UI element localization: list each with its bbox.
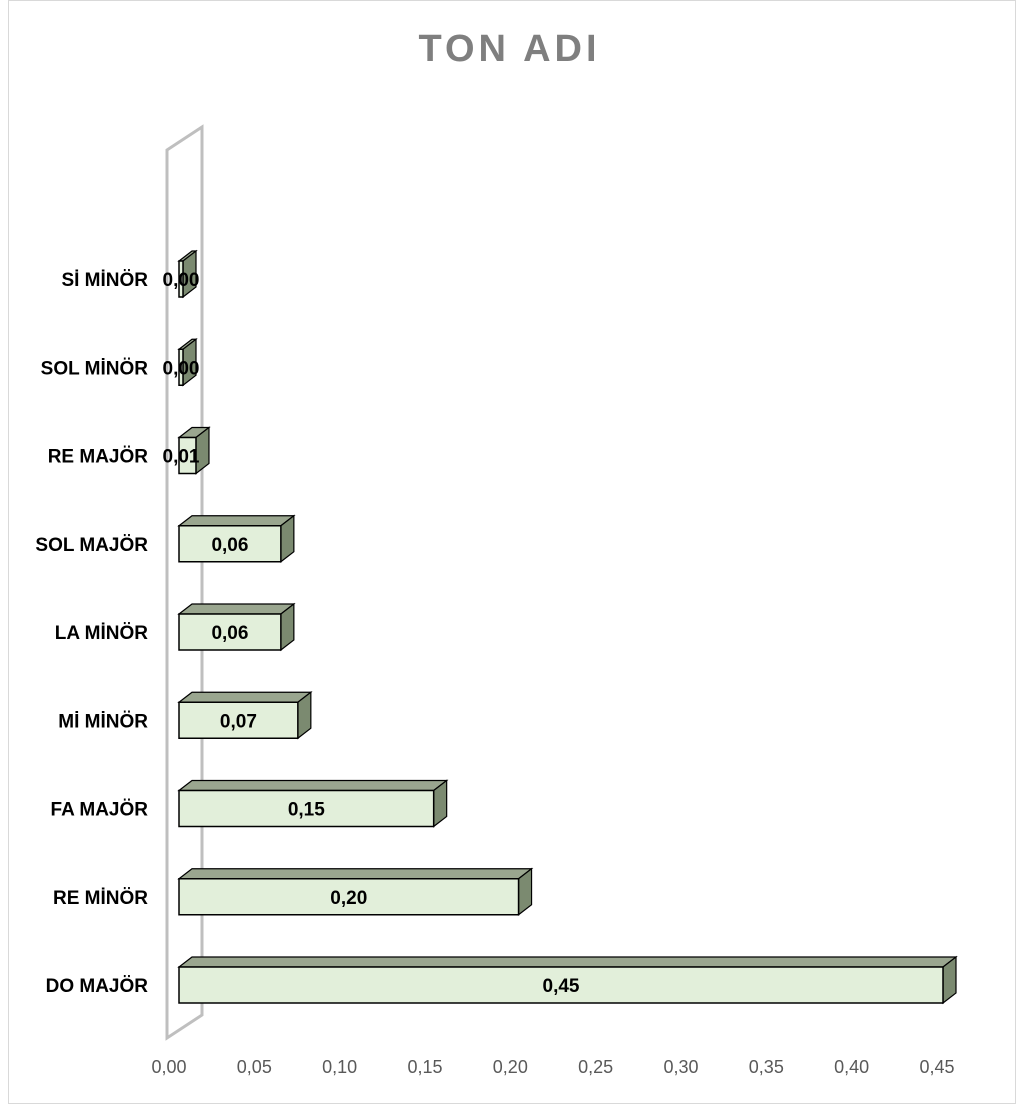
x-tick-label: 0,15 [407, 1057, 442, 1077]
category-label: Mİ MİNÖR [58, 711, 148, 732]
category-label: LA MİNÖR [55, 623, 149, 644]
bar-front-face [178, 436, 197, 475]
x-tick-label: 0,10 [322, 1057, 357, 1077]
bar-data-label: 0,06 [211, 535, 248, 556]
category-label: RE MAJÖR [48, 447, 149, 468]
bar-data-label: 0,20 [330, 888, 367, 909]
bar-0: 0,45 [177, 955, 958, 1005]
bar-7: 0,00 [163, 338, 200, 387]
bar-8: 0,00 [163, 249, 200, 299]
bar-top-face [177, 956, 958, 968]
bar-1: 0,20 [177, 867, 534, 916]
bar-6: 0,01 [163, 426, 211, 475]
x-tick-label: 0,30 [663, 1057, 698, 1077]
bar-front-face [178, 613, 282, 651]
category-label: DO MAJÖR [46, 976, 149, 997]
x-tick-label: 0,45 [919, 1057, 954, 1077]
bar-series: 0,45 0,20 0,15 0,07 0,06 0,06 0,01 0,00 0,00 [163, 249, 958, 1005]
bar-front-face [178, 966, 944, 1004]
bar-top-face [177, 515, 296, 527]
x-tick-label: 0,05 [237, 1057, 272, 1077]
category-axis: DO MAJÖR RE MİNÖR FA MAJÖR Mİ MİNÖR LA MİNÖR… [35, 270, 148, 997]
bar-data-label: 0,00 [163, 358, 200, 379]
bar-data-label: 0,15 [288, 800, 325, 821]
bar-4: 0,06 [177, 602, 296, 652]
bar-data-label: 0,06 [211, 623, 248, 644]
bar-front-face [178, 789, 435, 828]
bar-2: 0,15 [177, 779, 449, 828]
bar-front-face [178, 878, 520, 916]
bar-3: 0,07 [177, 691, 313, 740]
bar-data-label: 0,45 [543, 976, 580, 997]
bar-data-label: 0,00 [163, 270, 200, 291]
value-axis: 0,00 0,05 0,10 0,15 0,20 0,25 0,30 0,35 0,40 0,45 [151, 1057, 954, 1077]
bar-front-face [178, 260, 184, 298]
category-label: FA MAJÖR [51, 800, 149, 821]
bar-top-face [177, 779, 449, 792]
x-tick-label: 0,20 [493, 1057, 528, 1077]
category-label: Sİ MİNÖR [61, 270, 148, 291]
category-label: RE MİNÖR [53, 888, 148, 909]
bar-top-face [177, 603, 296, 615]
x-tick-label: 0,00 [151, 1057, 186, 1077]
bar-data-label: 0,01 [163, 447, 200, 468]
category-label: SOL MİNÖR [41, 358, 149, 379]
bar-front-face [178, 348, 184, 386]
x-tick-label: 0,40 [834, 1057, 869, 1077]
x-tick-label: 0,25 [578, 1057, 613, 1077]
chart-title: TON ADI [418, 28, 601, 70]
category-label: SOL MAJÖR [35, 535, 148, 556]
bar-top-face [177, 691, 313, 703]
x-tick-label: 0,35 [749, 1057, 784, 1077]
bar-data-label: 0,07 [220, 711, 257, 732]
bar-front-face [178, 525, 282, 563]
bar-5: 0,06 [177, 514, 296, 563]
bar-front-face [178, 701, 299, 739]
bar-top-face [177, 868, 534, 880]
